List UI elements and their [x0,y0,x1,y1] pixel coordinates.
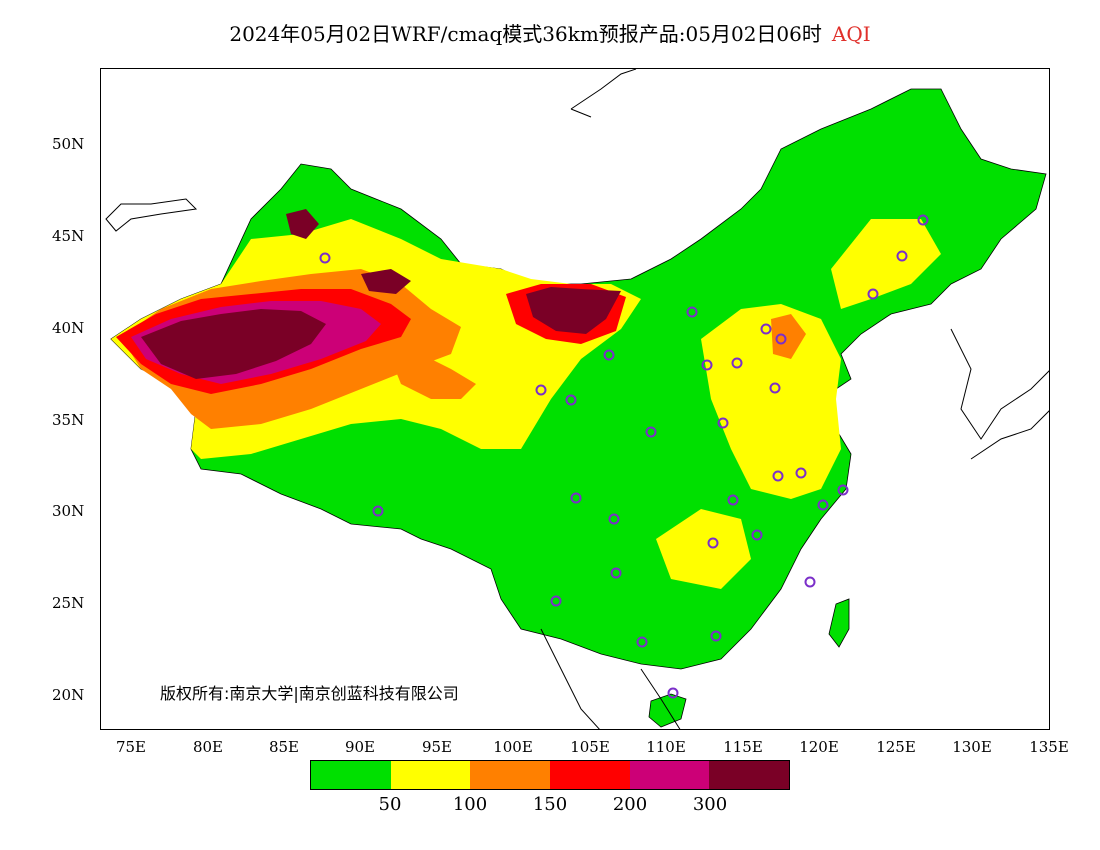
x-label-110e: 110E [646,738,686,756]
city-markers [319,214,929,699]
y-label-45n: 45N [52,227,85,245]
legend-label-50: 50 [378,794,402,815]
region-hazardous-badain-jaran [526,287,621,334]
region-hazardous-turpan [361,269,411,294]
region-moderate-east [701,304,841,499]
legend-swatch-moderate [390,761,471,789]
coastline-korea-japan [950,328,1049,460]
legend-label-150: 150 [532,794,568,815]
title-main: 2024年05月02日WRF/cmaq模式36km预报产品:05月02日06时 [229,22,822,46]
y-label-50n: 50N [52,135,85,153]
aqi-map-svg [105,69,1049,729]
x-label-125e: 125E [876,738,916,756]
x-label-80e: 80E [192,738,224,756]
legend-label-300: 300 [692,794,728,815]
region-moderate-northeast [831,219,941,309]
aqi-legend [310,760,790,790]
legend-label-200: 200 [612,794,648,815]
x-label-95e: 95E [421,738,453,756]
legend-swatch-usg [470,761,551,789]
map-title: 2024年05月02日WRF/cmaq模式36km预报产品:05月02日06时 A… [0,18,1100,47]
x-label-105e: 105E [570,738,610,756]
y-label-35n: 35N [52,411,85,429]
legend-swatch-hazardous [709,761,790,789]
x-label-85e: 85E [268,738,300,756]
coastline-southeast-asia [540,628,681,729]
hainan-island [648,693,687,728]
legend-swatch-unhealthy [550,761,630,789]
region-usg-beijing [771,314,806,359]
lake-balkhash [105,198,198,232]
x-label-75e: 75E [115,738,147,756]
region-usg-qaidam [391,354,476,399]
legend-swatch-good [311,761,391,789]
region-hazardous-north [286,209,319,239]
x-label-90e: 90E [344,738,376,756]
legend-swatch-very-unhealthy [629,761,710,789]
x-label-120e: 120E [799,738,839,756]
y-label-20n: 20N [52,686,85,704]
x-label-135e: 135E [1029,738,1069,756]
lake-baikal [570,69,637,118]
x-label-130e: 130E [952,738,992,756]
copyright-text: 版权所有:南京大学|南京创蓝科技有限公司 [160,684,459,703]
y-label-30n: 30N [52,502,85,520]
aqi-map-panel [100,68,1050,730]
region-hazardous-taklimakan [141,309,326,379]
x-label-115e: 115E [723,738,763,756]
legend-label-100: 100 [452,794,488,815]
title-variable: AQI [831,22,871,46]
x-label-100e: 100E [493,738,533,756]
y-label-25n: 25N [52,594,85,612]
region-moderate-central [656,509,751,589]
taiwan-island [828,598,850,648]
y-label-40n: 40N [52,319,85,337]
